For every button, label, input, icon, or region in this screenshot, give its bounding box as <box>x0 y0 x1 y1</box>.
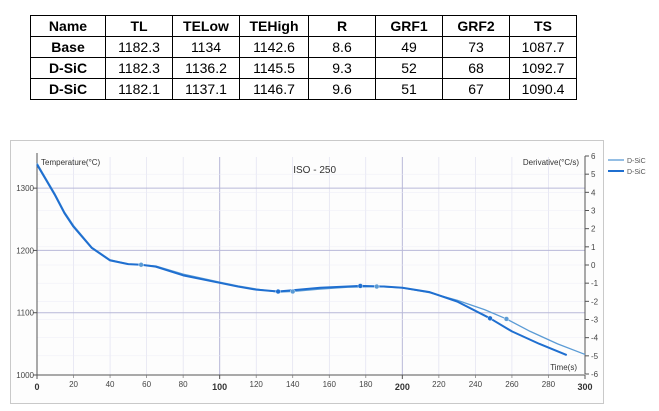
results-table: Name TL TELow TEHigh R GRF1 GRF2 TS Base… <box>30 15 577 100</box>
y2-tick-label: 3 <box>591 207 596 216</box>
cell-grf1: 51 <box>375 78 443 100</box>
y2-tick-label: -3 <box>591 316 599 325</box>
cell-ts: 1090.4 <box>509 78 577 100</box>
data-point-marker <box>290 288 296 295</box>
data-point-marker <box>374 283 380 290</box>
cell-telow: 1137.1 <box>172 78 240 100</box>
cell-name: Base <box>30 36 106 58</box>
data-point-marker <box>503 316 510 322</box>
x-tick-label: 60 <box>142 380 151 389</box>
cell-r: 9.6 <box>308 78 376 100</box>
y2-tick-label: -6 <box>591 370 599 379</box>
cell-tl: 1182.3 <box>105 36 173 58</box>
legend-entry-1: D-SiC <box>627 158 646 165</box>
legend-entry-2: D-SiC <box>627 169 646 176</box>
x-tick-label: 240 <box>469 380 483 389</box>
y2-tick-label: -4 <box>591 334 599 343</box>
series-line-2 <box>36 163 568 356</box>
x-tick-label: 0 <box>34 382 39 392</box>
cooling-curve-chart-frame <box>10 140 604 404</box>
cell-ts: 1092.7 <box>509 57 577 79</box>
cell-tl: 1182.1 <box>105 78 173 100</box>
y2-axis-label: Derivative(°C/s) <box>523 158 579 167</box>
data-point-marker <box>487 315 493 321</box>
x-tick-label: 120 <box>250 380 264 389</box>
data-point-marker <box>357 283 363 289</box>
x-axis-label: Time(s) <box>550 363 577 372</box>
cell-ts: 1087.7 <box>509 36 577 58</box>
y2-tick-label: -5 <box>591 352 599 361</box>
col-header-grf2: GRF2 <box>442 15 510 37</box>
table-row: D-SiC 1182.1 1137.1 1146.7 9.6 51 67 109… <box>30 78 577 100</box>
cell-tl: 1182.3 <box>105 57 173 79</box>
y-tick-label: 1300 <box>16 184 34 193</box>
x-tick-label: 280 <box>542 380 556 389</box>
x-tick-label: 40 <box>106 380 115 389</box>
cell-tehigh: 1146.7 <box>239 78 309 100</box>
x-tick-label: 180 <box>359 380 373 389</box>
y-axis-label: Temperature(°C) <box>41 158 101 167</box>
results-table-container: Name TL TELow TEHigh R GRF1 GRF2 TS Base… <box>30 15 577 100</box>
cell-name: D-SiC <box>30 78 106 100</box>
y2-tick-label: 6 <box>591 152 596 161</box>
x-tick-label: 200 <box>395 382 410 392</box>
y2-tick-label: 4 <box>591 188 596 197</box>
cell-name: D-SiC <box>30 57 106 79</box>
y2-tick-label: 0 <box>591 261 596 270</box>
x-tick-label: 300 <box>577 382 592 392</box>
x-tick-label: 260 <box>505 380 519 389</box>
y-tick-label: 1200 <box>16 246 34 255</box>
x-tick-label: 80 <box>179 380 188 389</box>
x-tick-label: 100 <box>212 382 227 392</box>
y2-tick-label: 5 <box>591 170 596 179</box>
y-tick-label: 1000 <box>16 371 34 380</box>
cell-grf2: 67 <box>442 78 510 100</box>
data-point-marker <box>138 262 144 268</box>
y2-tick-label: -2 <box>591 297 599 306</box>
chart-title: ISO - 250 <box>293 165 336 176</box>
x-tick-label: 160 <box>323 380 337 389</box>
x-tick-label: 20 <box>69 380 78 389</box>
data-point-marker <box>275 288 281 295</box>
x-tick-label: 140 <box>286 380 300 389</box>
y-tick-label: 1100 <box>17 309 35 318</box>
y2-tick-label: 1 <box>591 243 596 252</box>
x-tick-label: 220 <box>432 380 446 389</box>
y2-tick-label: 2 <box>591 225 596 234</box>
y2-tick-label: -1 <box>591 279 599 288</box>
